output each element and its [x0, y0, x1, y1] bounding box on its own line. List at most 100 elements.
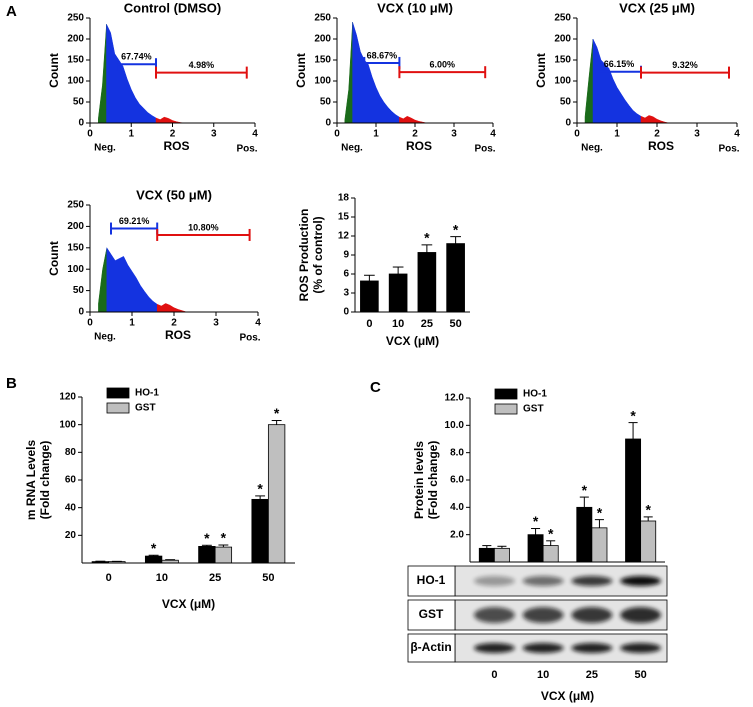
bar — [446, 243, 465, 313]
panel-label: B — [6, 375, 17, 392]
y-axis-label: (Fold change) — [426, 441, 440, 520]
blot-band — [620, 576, 662, 586]
x-tick-label: 1 — [614, 129, 620, 140]
neg-label: Neg. — [341, 143, 363, 154]
y-tick-label: 8.0 — [450, 447, 464, 458]
y-axis-label: (Fold change) — [38, 441, 52, 520]
y-tick-label: 10.0 — [445, 420, 465, 431]
x-tick-label: 25 — [586, 669, 598, 681]
bar — [417, 252, 437, 313]
error-bar — [255, 495, 266, 500]
significance: * — [257, 481, 263, 497]
y-tick-label: 60 — [65, 475, 77, 486]
x-tick-label: 4 — [255, 318, 261, 329]
blot-band — [473, 643, 515, 653]
histogram-area — [352, 22, 400, 124]
significance: * — [597, 504, 603, 520]
y-tick-label: 0 — [343, 307, 349, 318]
y-tick-label: 50 — [73, 285, 85, 296]
y-axis-label: Protein levels — [412, 441, 426, 519]
chart-title: VCX (50 μM) — [136, 187, 212, 202]
x-tick-label: 0 — [334, 129, 340, 140]
bar — [542, 545, 559, 563]
chart-title: Control (DMSO) — [124, 0, 221, 15]
error-bar — [392, 266, 404, 274]
gate — [640, 66, 730, 79]
histogram-area — [344, 22, 353, 124]
x-tick-label: 50 — [262, 572, 274, 584]
y-tick-label: 0 — [565, 118, 571, 129]
y-tick-label: 200 — [554, 34, 571, 45]
blot-band — [522, 643, 564, 653]
x-tick-label: 0 — [366, 318, 372, 330]
gate-label: 66.15% — [604, 59, 635, 69]
x-tick-label: 50 — [635, 669, 647, 681]
x-tick-label: 10 — [156, 572, 168, 584]
significance: * — [645, 502, 651, 518]
significance: * — [630, 407, 636, 423]
legend-label: GST — [523, 404, 544, 415]
x-tick-label: 3 — [451, 129, 457, 140]
y-tick-label: 250 — [67, 200, 84, 211]
significance: * — [204, 530, 210, 546]
error-bar — [497, 545, 507, 549]
blot-band — [571, 576, 613, 586]
y-tick-label: 50 — [560, 97, 572, 108]
histogram-area — [98, 24, 107, 124]
y-tick-label: 50 — [320, 97, 332, 108]
x-tick-label: 0 — [491, 669, 497, 681]
chart-title: VCX (25 μM) — [619, 0, 695, 15]
blot-band — [522, 607, 564, 623]
bar — [251, 498, 269, 564]
pos-label: Pos. — [474, 144, 495, 155]
y-tick-label: 80 — [65, 447, 77, 458]
y-tick-label: 150 — [67, 242, 84, 253]
gate-label: 67.74% — [121, 52, 152, 62]
x-axis-label: ROS — [648, 139, 674, 153]
histogram-area — [106, 24, 157, 124]
histogram-area — [155, 116, 185, 124]
y-tick-label: 100 — [314, 76, 331, 87]
y-tick-label: 40 — [65, 502, 77, 513]
y-tick-label: 18 — [338, 193, 350, 204]
bar — [360, 280, 379, 313]
histogram-area — [592, 38, 642, 124]
y-tick-label: 3 — [343, 288, 349, 299]
pos-label: Pos. — [718, 144, 739, 155]
histogram-area — [98, 247, 108, 313]
blot-label-box — [407, 599, 456, 631]
neg-label: Neg. — [581, 143, 603, 154]
x-axis-label: ROS — [163, 139, 189, 153]
gate — [155, 66, 248, 79]
y-axis-label: ROS Production — [297, 209, 311, 302]
histogram-area — [584, 38, 594, 124]
bar — [144, 555, 163, 564]
legend-swatch — [494, 403, 518, 415]
x-tick-label: 10 — [537, 669, 549, 681]
y-tick-label: 150 — [314, 55, 331, 66]
y-tick-label: 100 — [67, 76, 84, 87]
y-tick-label: 6 — [343, 269, 349, 280]
gate-label: 10.80% — [188, 222, 219, 232]
error-bar — [218, 544, 229, 548]
x-tick-label: 1 — [129, 318, 135, 329]
x-axis-label: VCX (μM) — [162, 597, 215, 611]
y-tick-label: 200 — [67, 34, 84, 45]
x-tick-label: 10 — [392, 318, 404, 330]
error-bar — [579, 496, 589, 508]
error-bar — [450, 236, 461, 244]
y-axis-label: m RNA Levels — [24, 440, 38, 521]
y-tick-label: 0 — [325, 118, 331, 129]
bar — [576, 506, 593, 563]
x-tick-label: 2 — [412, 129, 418, 140]
gate-label: 69.21% — [119, 216, 150, 226]
gate — [398, 66, 487, 79]
error-bar — [628, 422, 638, 439]
histogram-area — [640, 115, 670, 124]
gate-label: 9.32% — [672, 60, 698, 70]
x-tick-label: 1 — [128, 129, 134, 140]
significance: * — [151, 540, 157, 556]
x-tick-label: 3 — [211, 129, 217, 140]
